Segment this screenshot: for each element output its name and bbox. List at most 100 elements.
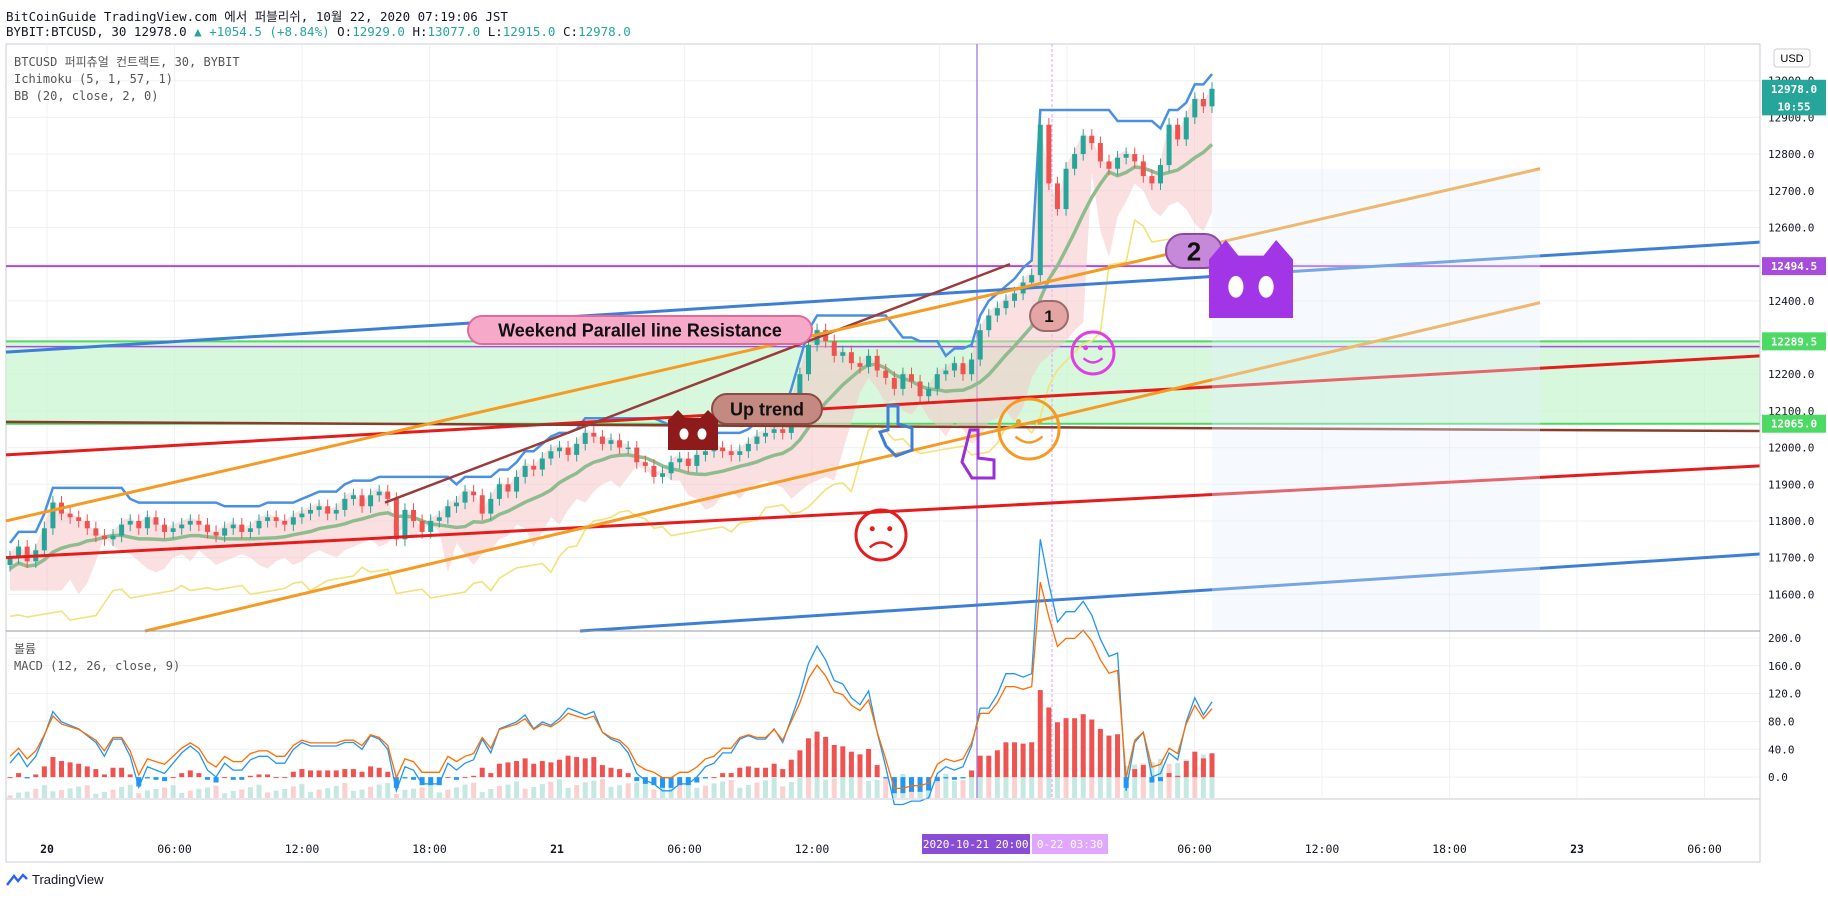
cat-icon-small xyxy=(668,410,718,450)
volume-bar xyxy=(1029,766,1035,798)
volume-bar xyxy=(1106,761,1112,798)
volume-bar xyxy=(50,791,56,798)
volume-bar xyxy=(539,784,545,798)
currency-button[interactable] xyxy=(1773,48,1811,68)
volume-bar xyxy=(376,784,382,798)
volume-bar xyxy=(1037,763,1043,798)
candle-body xyxy=(960,363,966,375)
candle-body xyxy=(1097,143,1103,162)
price-tick: 12000.0 xyxy=(1768,442,1814,455)
volume-bar xyxy=(797,778,803,798)
candle-body xyxy=(462,491,468,503)
candle-body xyxy=(239,524,245,532)
price-tick: 12100.0 xyxy=(1768,405,1814,418)
candle-body xyxy=(1132,154,1138,162)
candle-body xyxy=(1012,293,1018,301)
high-value: 13077.0 xyxy=(427,24,481,39)
price-axis[interactable]: 11600.0 11700.0 11800.0 11900.0 12000.0 12100… xyxy=(1759,44,1826,798)
volume-bar xyxy=(170,785,176,798)
price-label: 10:55 xyxy=(1777,100,1810,113)
candle-body xyxy=(101,535,107,540)
candle-body xyxy=(16,546,22,558)
volume-bar xyxy=(514,781,520,798)
volume-bar xyxy=(239,789,245,798)
volume-bar xyxy=(1089,763,1095,798)
macd-histogram-bar xyxy=(1115,734,1121,778)
volume-bar xyxy=(222,793,228,798)
macd-histogram-bar xyxy=(1072,718,1078,778)
macd-histogram-bar xyxy=(299,769,305,778)
candle-body xyxy=(41,528,47,551)
candle-body xyxy=(325,506,331,514)
volume-bar xyxy=(642,780,648,798)
time-tick: 20 xyxy=(40,842,54,856)
volume-bar xyxy=(187,790,193,798)
macd-histogram-bar xyxy=(994,750,1000,778)
volume-bar xyxy=(977,772,983,798)
candle-body xyxy=(453,502,459,507)
crosshair-date-bg xyxy=(922,834,1030,854)
macd-histogram-bar xyxy=(823,736,829,778)
candle-body xyxy=(668,462,674,474)
volume-bar xyxy=(728,779,734,798)
macd-histogram-bar xyxy=(891,777,897,794)
tradingview-logo-icon xyxy=(6,872,28,886)
projection-box xyxy=(1212,168,1540,632)
volume-bar xyxy=(1046,766,1052,798)
candle-body xyxy=(891,377,897,389)
price-label-bg xyxy=(1762,332,1826,351)
volume-bar xyxy=(737,787,743,798)
volume-bar xyxy=(488,789,494,798)
candle-body xyxy=(642,462,648,466)
legend-bb: BB (20, close, 2, 0) xyxy=(14,89,159,103)
volume-bar xyxy=(342,783,348,798)
macd-histogram-bar xyxy=(926,777,932,791)
candle-body xyxy=(745,443,751,452)
macd-histogram-bar xyxy=(247,775,253,778)
volume-bar xyxy=(127,784,133,798)
macd-histogram-bar xyxy=(711,777,717,779)
volume-bar xyxy=(1132,764,1138,798)
point-one-bubble xyxy=(1029,300,1069,332)
macd-histogram-bar xyxy=(771,763,777,778)
candle-body xyxy=(76,517,82,521)
uptrend-note-text: Up trend xyxy=(730,399,804,419)
macd-histogram-bar xyxy=(934,777,940,782)
macd-histogram-bar xyxy=(1097,728,1103,778)
low-label: L: xyxy=(487,24,503,39)
volume-bar xyxy=(299,784,305,798)
candle-body xyxy=(522,465,528,477)
candle-body xyxy=(505,484,511,492)
volume-bar xyxy=(196,788,202,798)
frown-face-icon xyxy=(854,508,908,562)
volume-bar xyxy=(831,778,837,798)
candle-body xyxy=(419,520,425,532)
volume-bar xyxy=(1209,761,1215,798)
candle-body xyxy=(213,531,219,536)
volume-bar xyxy=(677,782,683,798)
candle-body xyxy=(874,355,880,371)
macd-histogram-bar xyxy=(539,761,545,778)
candle-body xyxy=(1072,154,1078,169)
volume-bar xyxy=(93,793,99,798)
candle-body xyxy=(780,429,786,433)
candle-body xyxy=(1063,168,1069,210)
candle-body xyxy=(797,374,803,404)
time-axis[interactable]: 2006:0012:0018:002106:0012:0018:002206:0… xyxy=(6,798,1760,856)
macd-histogram-bar xyxy=(170,777,176,779)
currency-button-label[interactable]: USD xyxy=(1780,53,1803,65)
candle-body xyxy=(805,344,811,375)
candle-body xyxy=(204,524,210,532)
volume-bar xyxy=(101,792,107,798)
macd-histogram-bar xyxy=(531,763,537,778)
volume-bar xyxy=(651,789,657,798)
macd-histogram-bar xyxy=(797,750,803,778)
point-one-text: 1 xyxy=(1044,307,1053,326)
volume-bar xyxy=(419,787,425,798)
candle-body xyxy=(1183,117,1189,140)
volume-bar xyxy=(771,778,777,798)
macd-histogram-bar xyxy=(694,777,700,783)
candle-body xyxy=(771,429,777,433)
macd-histogram-bar xyxy=(127,774,133,778)
